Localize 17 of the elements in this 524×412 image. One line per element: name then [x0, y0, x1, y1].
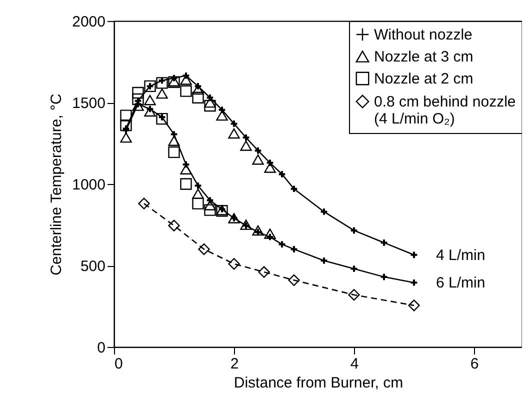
legend-label: Nozzle at 2 cm [374, 70, 474, 88]
legend-label: 0.8 cm behind nozzle (4 L/min O₂) [374, 94, 516, 128]
annotation: 6 L/min [436, 274, 486, 292]
y-tick-label: 500 [80, 258, 106, 275]
y-tick-label: 2000 [72, 14, 106, 30]
x-tick-label: 2 [230, 356, 239, 372]
x-tick-label: 6 [470, 356, 479, 372]
x-axis-title: Distance from Burner, cm [234, 374, 404, 392]
legend-label: Without nozzle [374, 26, 472, 44]
legend-label: Nozzle at 3 cm [374, 48, 474, 66]
y-tick-label: 0 [97, 340, 106, 356]
y-axis-title: Centerline Temperature, °C [48, 94, 66, 276]
y-tick-label: 1500 [72, 95, 106, 112]
y-tick-label: 1000 [72, 176, 106, 194]
annotation: 4 L/min [436, 246, 486, 264]
x-tick-label: 4 [350, 356, 359, 372]
x-tick-label: 0 [114, 356, 123, 372]
